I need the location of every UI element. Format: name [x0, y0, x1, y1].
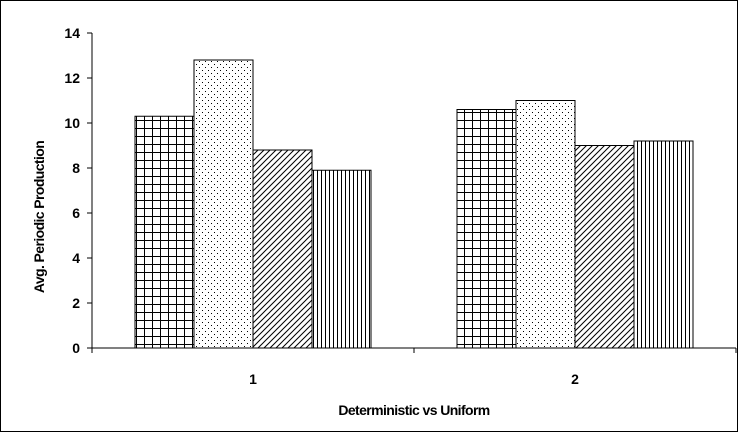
y-tick-label: 0: [72, 340, 80, 356]
x-axis-title: Deterministic vs Uniform: [338, 402, 489, 418]
y-tick-label: 2: [72, 295, 80, 311]
y-tick-label: 14: [64, 25, 80, 41]
bar-cat1-series2: [193, 59, 254, 349]
x-tick-label: 1: [249, 371, 257, 387]
bars: [134, 59, 694, 349]
bar-cat1-series3: [252, 149, 313, 349]
x-tick-label: 2: [571, 371, 579, 387]
bar-cat2-series4: [633, 140, 694, 349]
y-tick-label: 4: [72, 250, 80, 266]
y-tick-label: 12: [64, 70, 80, 86]
y-axis-title: Avg. Periodic Production: [31, 141, 47, 293]
bar-cat2-series3: [574, 145, 635, 349]
y-tick-label: 8: [72, 160, 80, 176]
y-tick-label: 6: [72, 205, 80, 221]
y-axis-ticks: 0 2 4 6 8 10 12 14: [64, 25, 92, 356]
bar-cat2-series1: [456, 109, 517, 349]
bar-cat2-series2: [515, 100, 576, 349]
y-tick-label: 10: [64, 115, 80, 131]
bar-cat1-series4: [311, 169, 372, 349]
bar-cat1-series1: [134, 115, 195, 349]
